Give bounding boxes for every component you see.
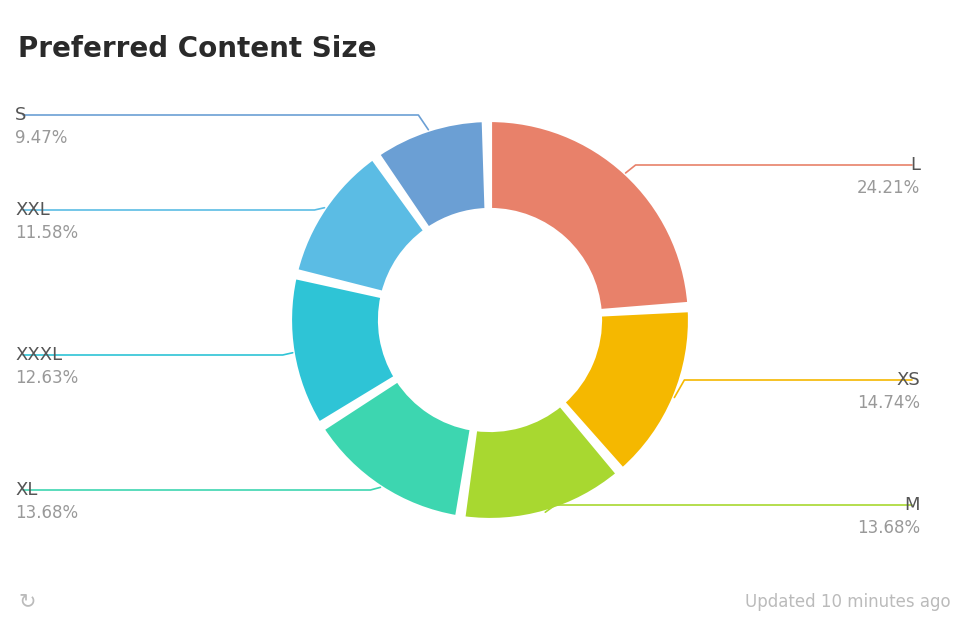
Text: 9.47%: 9.47% [15,129,68,147]
Wedge shape [378,120,486,229]
Wedge shape [290,277,396,424]
Text: 14.74%: 14.74% [857,394,920,412]
Text: 13.68%: 13.68% [15,504,78,522]
Text: Updated 10 minutes ago: Updated 10 minutes ago [745,593,951,611]
Text: Preferred Content Size: Preferred Content Size [18,35,377,63]
Text: 11.58%: 11.58% [15,224,78,242]
Text: XXL: XXL [15,201,49,219]
Wedge shape [490,120,689,311]
Text: 12.63%: 12.63% [15,369,78,387]
Text: M: M [904,496,920,514]
Text: XXXL: XXXL [15,346,62,364]
Wedge shape [323,380,472,517]
Text: ↻: ↻ [18,591,36,611]
Text: L: L [910,156,920,174]
Text: 24.21%: 24.21% [857,179,920,197]
Wedge shape [563,310,690,469]
Text: S: S [15,106,26,124]
Wedge shape [297,158,425,293]
Text: XS: XS [896,371,920,389]
Text: XL: XL [15,481,38,499]
Wedge shape [463,404,618,520]
Text: 13.68%: 13.68% [857,519,920,537]
